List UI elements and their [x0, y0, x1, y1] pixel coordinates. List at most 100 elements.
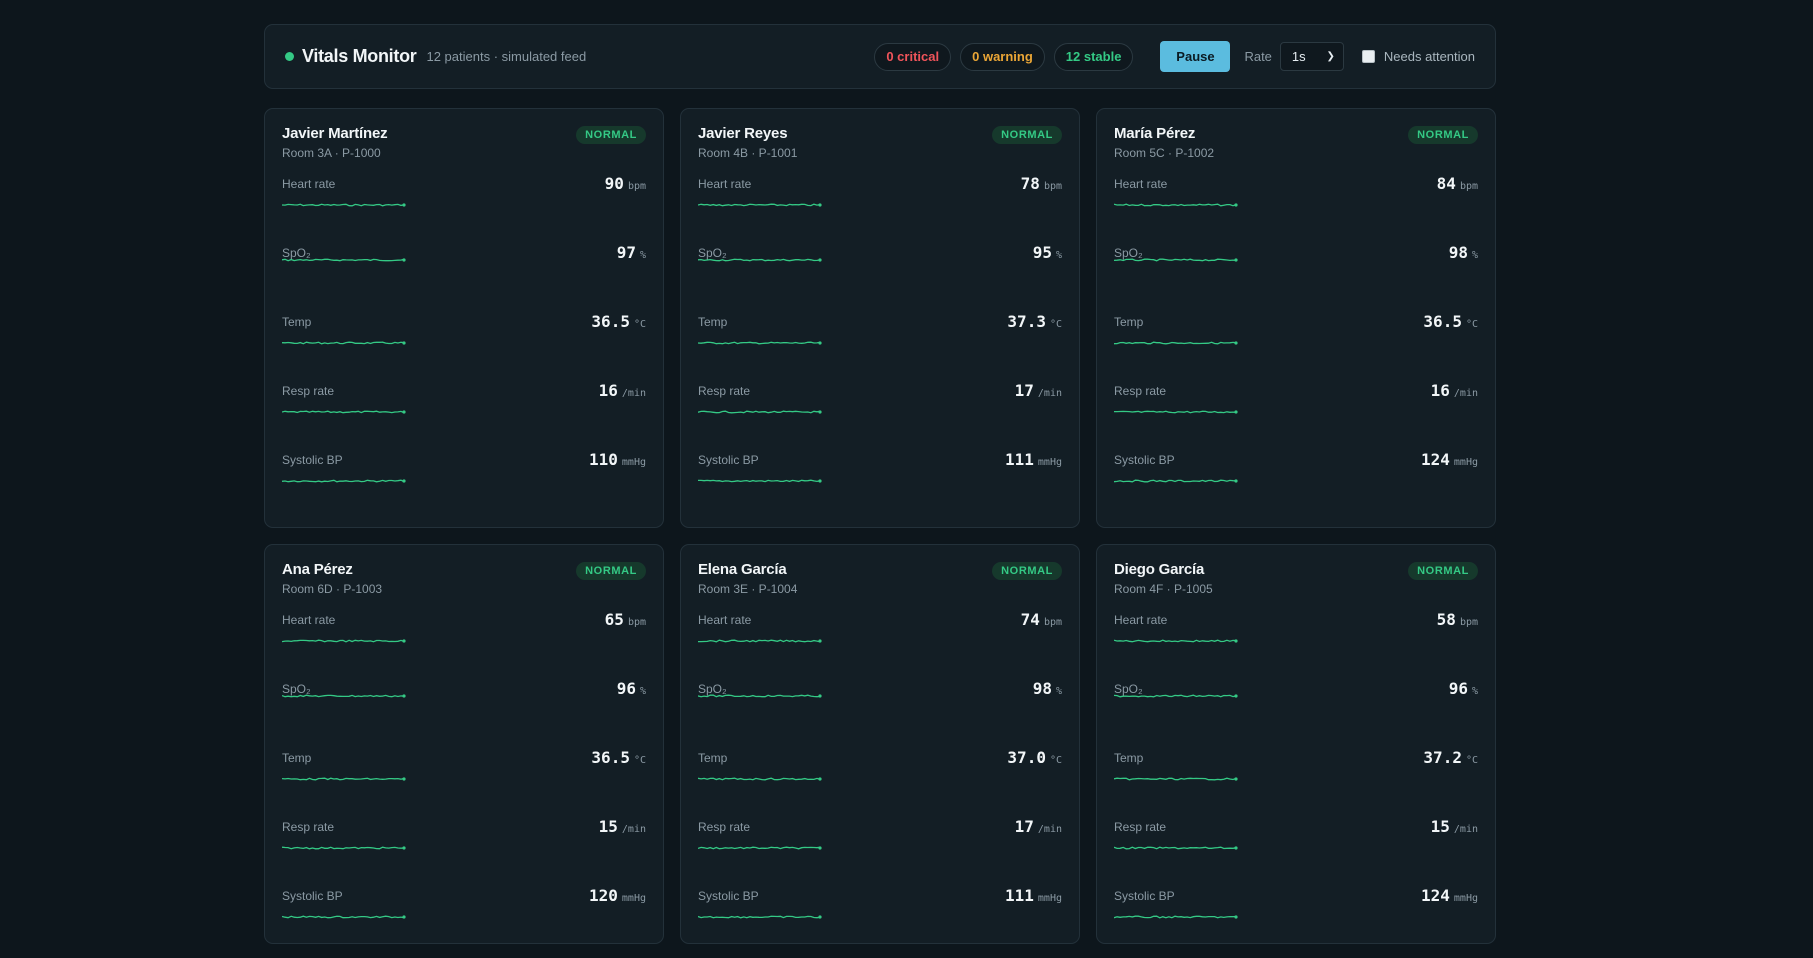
- sparkline-endpoint: [402, 479, 406, 483]
- vital-bp: Systolic BP 120 mmHg: [282, 886, 646, 958]
- vital-reading: 36.5 °C: [591, 312, 646, 331]
- vital-label: Temp: [698, 315, 728, 329]
- sparkline-temp: [1114, 341, 1238, 345]
- sparkline-hr: [282, 203, 406, 207]
- sparkline-spo2: [1114, 258, 1238, 262]
- sparkline-path: [698, 777, 821, 781]
- sparkline-endpoint: [1234, 846, 1238, 850]
- sparkline-bp: [698, 479, 822, 483]
- sparkline-endpoint: [818, 915, 822, 919]
- vital-temp: Temp 36.5 °C: [282, 748, 646, 820]
- status-badge: NORMAL: [576, 126, 646, 144]
- sparkline-endpoint: [1234, 777, 1238, 781]
- sparkline-path: [282, 410, 405, 414]
- vital-spo2: SpO₂ 98%: [698, 679, 1062, 751]
- vital-value: 120: [589, 886, 618, 905]
- vital-unit: %: [1471, 250, 1478, 261]
- sparkline-path: [1114, 639, 1237, 643]
- needs-attention-label: Needs attention: [1383, 49, 1475, 64]
- vital-reading: 36.5 °C: [1423, 312, 1478, 331]
- sparkline-endpoint: [402, 341, 406, 345]
- vital-value: 36.5: [591, 748, 630, 767]
- sparkline-endpoint: [1234, 410, 1238, 414]
- vital-rr: Resp rate 15/min: [282, 817, 646, 889]
- vital-reading: 15/min: [1431, 817, 1478, 836]
- vital-value: 16: [598, 381, 618, 400]
- patient-name: María Pérez: [1114, 125, 1196, 142]
- app-title: Vitals Monitor: [302, 46, 417, 66]
- sparkline-rr: [1114, 410, 1238, 414]
- vital-reading: 111 mmHg: [1005, 450, 1062, 469]
- vital-reading: 98%: [1033, 679, 1062, 698]
- vital-value: 111: [1005, 886, 1034, 905]
- vital-value: 36.5: [591, 312, 630, 331]
- sparkline-hr: [698, 203, 822, 207]
- patient-info: Elena García Room 3E · P-1004: [698, 561, 797, 596]
- rate-select[interactable]: 1s ❯: [1279, 42, 1344, 71]
- card-header: María Pérez Room 5C · P-1002 NORMAL: [1114, 125, 1478, 177]
- vital-label: SpO₂: [698, 246, 727, 260]
- vital-label: Temp: [1114, 751, 1144, 765]
- vital-label: Systolic BP: [698, 889, 759, 903]
- sparkline-bp: [1114, 915, 1238, 919]
- sparkline-path: [698, 915, 821, 919]
- sparkline-hr: [698, 639, 822, 643]
- vital-unit: °C: [633, 755, 646, 766]
- patient-card[interactable]: Diego García Room 4F · P-1005 NORMAL Heart …: [1096, 544, 1496, 944]
- vital-reading: 98%: [1449, 243, 1478, 262]
- app: Vitals Monitor 12 patients · simulated f…: [264, 24, 1496, 944]
- vital-hr: Heart rate 84 bpm: [1114, 174, 1478, 246]
- vital-temp: Temp 37.3 °C: [698, 312, 1062, 384]
- vital-label: Heart rate: [698, 613, 752, 627]
- critical-count-badge[interactable]: 0 critical: [874, 42, 952, 71]
- vital-reading: 17/min: [1015, 381, 1062, 400]
- sparkline-endpoint: [402, 410, 406, 414]
- patient-name: Javier Martínez: [282, 125, 388, 142]
- sparkline-endpoint: [1234, 639, 1238, 643]
- needs-attention-checkbox[interactable]: [1361, 50, 1375, 63]
- vital-label: SpO₂: [282, 246, 311, 260]
- vital-unit: °C: [1049, 319, 1062, 330]
- sparkline-endpoint: [818, 410, 822, 414]
- vital-temp: Temp 37.0 °C: [698, 748, 1062, 820]
- vital-label: Heart rate: [282, 613, 336, 627]
- vital-unit: bpm: [627, 617, 646, 628]
- vital-value: 37.2: [1423, 748, 1462, 767]
- patient-room: Room 4B · P-1001: [698, 146, 798, 160]
- sparkline-path: [282, 258, 405, 262]
- vital-unit: bpm: [1459, 617, 1478, 628]
- vital-unit: %: [1055, 250, 1062, 261]
- stable-count-badge[interactable]: 12 stable: [1053, 42, 1134, 71]
- vital-unit: /min: [1037, 388, 1062, 399]
- sparkline-rr: [698, 410, 822, 414]
- vital-label: Systolic BP: [1114, 889, 1175, 903]
- rate-select-value: 1s: [1291, 49, 1306, 64]
- sparkline-path: [1114, 777, 1237, 781]
- patient-info: María Pérez Room 5C · P-1002: [1114, 125, 1214, 160]
- vital-unit: /min: [621, 824, 646, 835]
- vital-reading: 95%: [1033, 243, 1062, 262]
- patient-card[interactable]: Elena García Room 3E · P-1004 NORMAL Heart …: [680, 544, 1080, 944]
- sparkline-endpoint: [1234, 694, 1238, 698]
- needs-attention-toggle[interactable]: Needs attention: [1361, 49, 1475, 64]
- patient-info: Javier Martínez Room 3A · P-1000: [282, 125, 388, 160]
- pause-button[interactable]: Pause: [1160, 41, 1231, 72]
- vital-rr: Resp rate 17/min: [698, 381, 1062, 453]
- status-badge: NORMAL: [1408, 126, 1478, 144]
- vital-value: 90: [604, 174, 624, 193]
- warning-count-badge[interactable]: 0 warning: [960, 42, 1045, 71]
- vital-value: 36.5: [1423, 312, 1462, 331]
- patient-card[interactable]: Javier Martínez Room 3A · P-1000 NORMAL Hea…: [264, 108, 664, 528]
- sparkline-path: [1114, 479, 1237, 483]
- sparkline-endpoint: [1234, 341, 1238, 345]
- sparkline-path: [698, 639, 821, 643]
- patient-card[interactable]: María Pérez Room 5C · P-1002 NORMAL Heart r…: [1096, 108, 1496, 528]
- patient-card[interactable]: Ana Pérez Room 6D · P-1003 NORMAL Heart rat…: [264, 544, 664, 944]
- vital-temp: Temp 36.5 °C: [1114, 312, 1478, 384]
- vital-label: Heart rate: [282, 177, 336, 191]
- vital-unit: °C: [1465, 755, 1478, 766]
- sparkline-path: [282, 341, 405, 345]
- vital-bp: Systolic BP 111 mmHg: [698, 886, 1062, 958]
- status-badge: NORMAL: [992, 126, 1062, 144]
- patient-card[interactable]: Javier Reyes Room 4B · P-1001 NORMAL Heart …: [680, 108, 1080, 528]
